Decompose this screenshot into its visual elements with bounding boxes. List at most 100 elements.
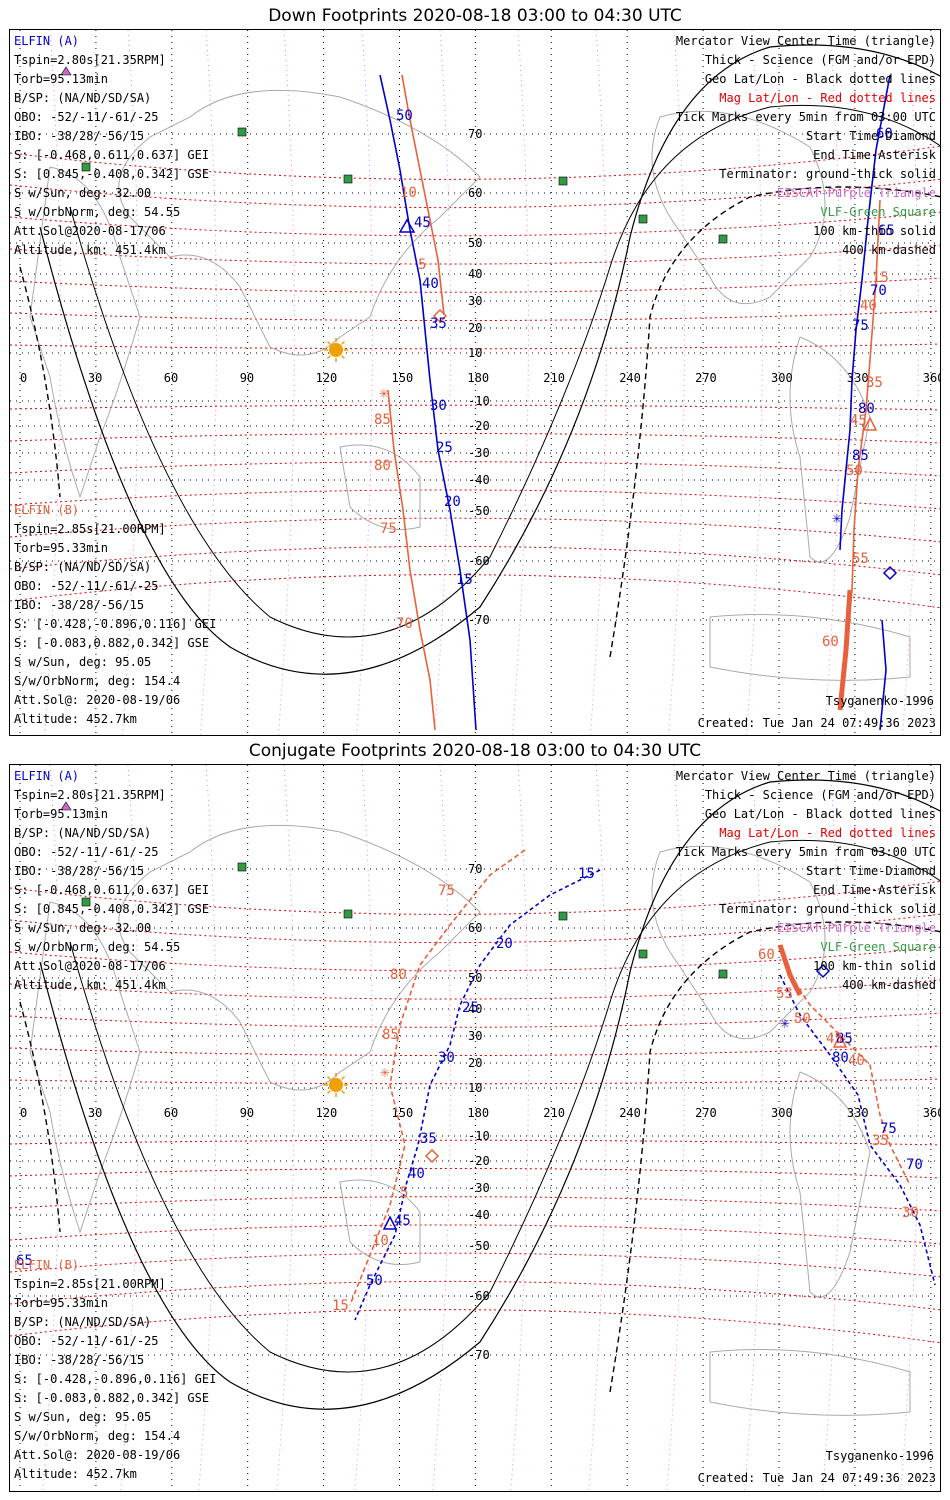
- elfin-a-tick-label: 30: [438, 1050, 455, 1066]
- vlf-square: [558, 176, 568, 186]
- mag-parallel: [10, 277, 940, 293]
- lon-label: 360: [923, 1106, 941, 1120]
- elfin-b-name: ELFIN (B): [14, 503, 80, 517]
- elfin-b-center-triangle: [862, 416, 878, 431]
- mag-meridian: [823, 30, 841, 735]
- lon-label: 300: [771, 1106, 793, 1120]
- elfin-a-tick-label: 15: [456, 572, 473, 588]
- elfin-b-line: IBO: -38/28/-56/15: [14, 1353, 145, 1367]
- elfin-b-tick-label: 85: [382, 1027, 399, 1043]
- lat-label: 50: [468, 236, 482, 250]
- legend-item: End Time-Asterisk: [813, 883, 936, 897]
- mag-meridian: [43, 30, 61, 735]
- elfin-a-line: OBO: -52/-11/-61/-25: [14, 845, 159, 859]
- elfin-a-tick-label: 85: [852, 448, 869, 464]
- vlf-square: [638, 949, 648, 959]
- elfin-a-tick-label: 25: [462, 1000, 479, 1016]
- lon-label: 300: [771, 371, 793, 385]
- lat-label: 70: [468, 862, 482, 876]
- terminator-100km: [39, 44, 940, 675]
- elfin-b-tick-label: 75: [438, 883, 455, 899]
- lat-label: -30: [468, 446, 490, 460]
- elfin-b-track-east: [779, 944, 911, 1186]
- mag-parallel: [10, 574, 940, 609]
- mag-parallel: [10, 145, 940, 180]
- elfin-a-name: ELFIN (A): [14, 34, 80, 48]
- elfin-a-line: S: [0.845,-0.408,0.342] GSE: [14, 902, 210, 916]
- elfin-a-line: S w/Sun, deg: 32.00: [14, 921, 152, 935]
- elfin-b-track-south: [387, 389, 436, 731]
- elfin-b-line: S w/Sun, deg: 95.05: [14, 1410, 152, 1424]
- elfin-b-line: OBO: -52/-11/-61/-25: [14, 579, 159, 593]
- elfin-a-tick-label: 20: [444, 494, 461, 510]
- elfin-a-line: S: [-0.468,0.611,0.637] GEI: [14, 883, 210, 897]
- elfin-b-tick-label: 80: [390, 967, 407, 983]
- sun-icon: [329, 1078, 343, 1092]
- lat-label: -60: [468, 554, 490, 568]
- terminator-100km: [39, 779, 940, 1410]
- mag-parallel: [10, 404, 940, 411]
- mag-meridian: [589, 30, 607, 735]
- terminator-inner: [69, 104, 940, 638]
- sun-ray: [326, 1090, 331, 1095]
- elfin-b-end-asterisk: ✳: [379, 383, 389, 402]
- elfin-a-line: OBO: -52/-11/-61/-25: [14, 110, 159, 124]
- elfin-b-start-diamond: [432, 308, 448, 324]
- lon-label: 210: [543, 371, 565, 385]
- panel-title-conjugate: Conjugate Footprints 2020-08-18 03:00 to…: [248, 741, 702, 761]
- elfin-a-tick-label: 20: [496, 936, 513, 952]
- terminator-400km-east: [609, 186, 940, 658]
- elfin-a-line: Torb=95.13min: [14, 807, 108, 821]
- mag-meridian: [354, 765, 373, 1491]
- legend-item: Start Time-Diamond: [805, 129, 936, 143]
- elfin-a-tick-label: 15: [578, 866, 595, 882]
- elfin-b-tick-label: 60: [822, 634, 839, 650]
- elfin-a-tick-label: 80: [858, 401, 875, 417]
- elfin-b-tick-label: 55: [852, 551, 869, 567]
- legend-item: Mag Lat/Lon - Red dotted lines: [719, 91, 936, 105]
- mag-meridian: [121, 30, 139, 735]
- lon-label: 90: [240, 371, 254, 385]
- elfin-a-line: S: [-0.468,0.611,0.637] GEI: [14, 148, 210, 162]
- mag-parallel: [10, 1045, 940, 1057]
- coastline: [118, 89, 481, 356]
- elfin-a-tick-label: 75: [880, 1121, 897, 1137]
- elfin-b-line: Altitude: 452.7km: [14, 1467, 137, 1481]
- mag-meridian: [511, 30, 529, 735]
- elfin-b-tick-label: 55: [776, 986, 793, 1002]
- elfin-a-tick-label: 35: [420, 1131, 437, 1147]
- mag-meridian: [42, 765, 61, 1491]
- elfin-b-line: IBO: -38/28/-56/15: [14, 598, 145, 612]
- elfin-a-info: Tspin=2.80s[21.35RPM] Torb=95.13min B/SP…: [14, 786, 209, 995]
- eiscat-triangle: [60, 801, 72, 811]
- mag-parallel: [10, 1139, 940, 1146]
- lat-label: -40: [468, 473, 490, 487]
- model-label: Tsyganenko-1996: [825, 694, 934, 708]
- created-label: Created: Tue Jan 24 07:49:36 2023: [697, 1471, 936, 1485]
- elfin-a-tick-label: 85: [836, 1031, 853, 1047]
- elfin-a-line: S w/Sun, deg: 32.00: [14, 186, 152, 200]
- elfin-b-end-asterisk: ✳: [380, 1062, 390, 1081]
- elfin-a-tick-label: 70: [906, 1157, 923, 1173]
- coastline: [651, 110, 826, 305]
- elfin-b-tick-label: 60: [758, 947, 775, 963]
- elfin-a-tick-label: 75: [852, 318, 869, 334]
- coastline: [651, 845, 826, 1040]
- elfin-a-end-asterisk: ✳: [832, 508, 842, 527]
- lat-label: -50: [468, 1239, 490, 1253]
- elfin-b-line: Tspin=2.85s[21.00RPM]: [14, 522, 166, 536]
- elfin-b-line: S: [-0.428,-0.896,0.116] GEI: [14, 1372, 217, 1386]
- mag-meridian: [198, 765, 217, 1491]
- elfin-b-tick-label: 80: [374, 458, 391, 474]
- vlf-square: [81, 897, 91, 907]
- created-label: Created: Tue Jan 24 07:49:36 2023: [697, 716, 936, 730]
- mag-parallel: [10, 432, 940, 444]
- terminator-400km: [19, 266, 61, 498]
- mag-parallel: [10, 310, 940, 322]
- lat-label: -60: [468, 1289, 490, 1303]
- elfin-a-tick-label: 70: [870, 283, 887, 299]
- legend-item: Terminator: ground-thick solid: [719, 167, 936, 181]
- mag-meridian: [199, 30, 217, 735]
- elfin-a-info: Tspin=2.80s[21.35RPM] Torb=95.13min B/SP…: [14, 51, 209, 260]
- lat-label: 40: [468, 267, 482, 281]
